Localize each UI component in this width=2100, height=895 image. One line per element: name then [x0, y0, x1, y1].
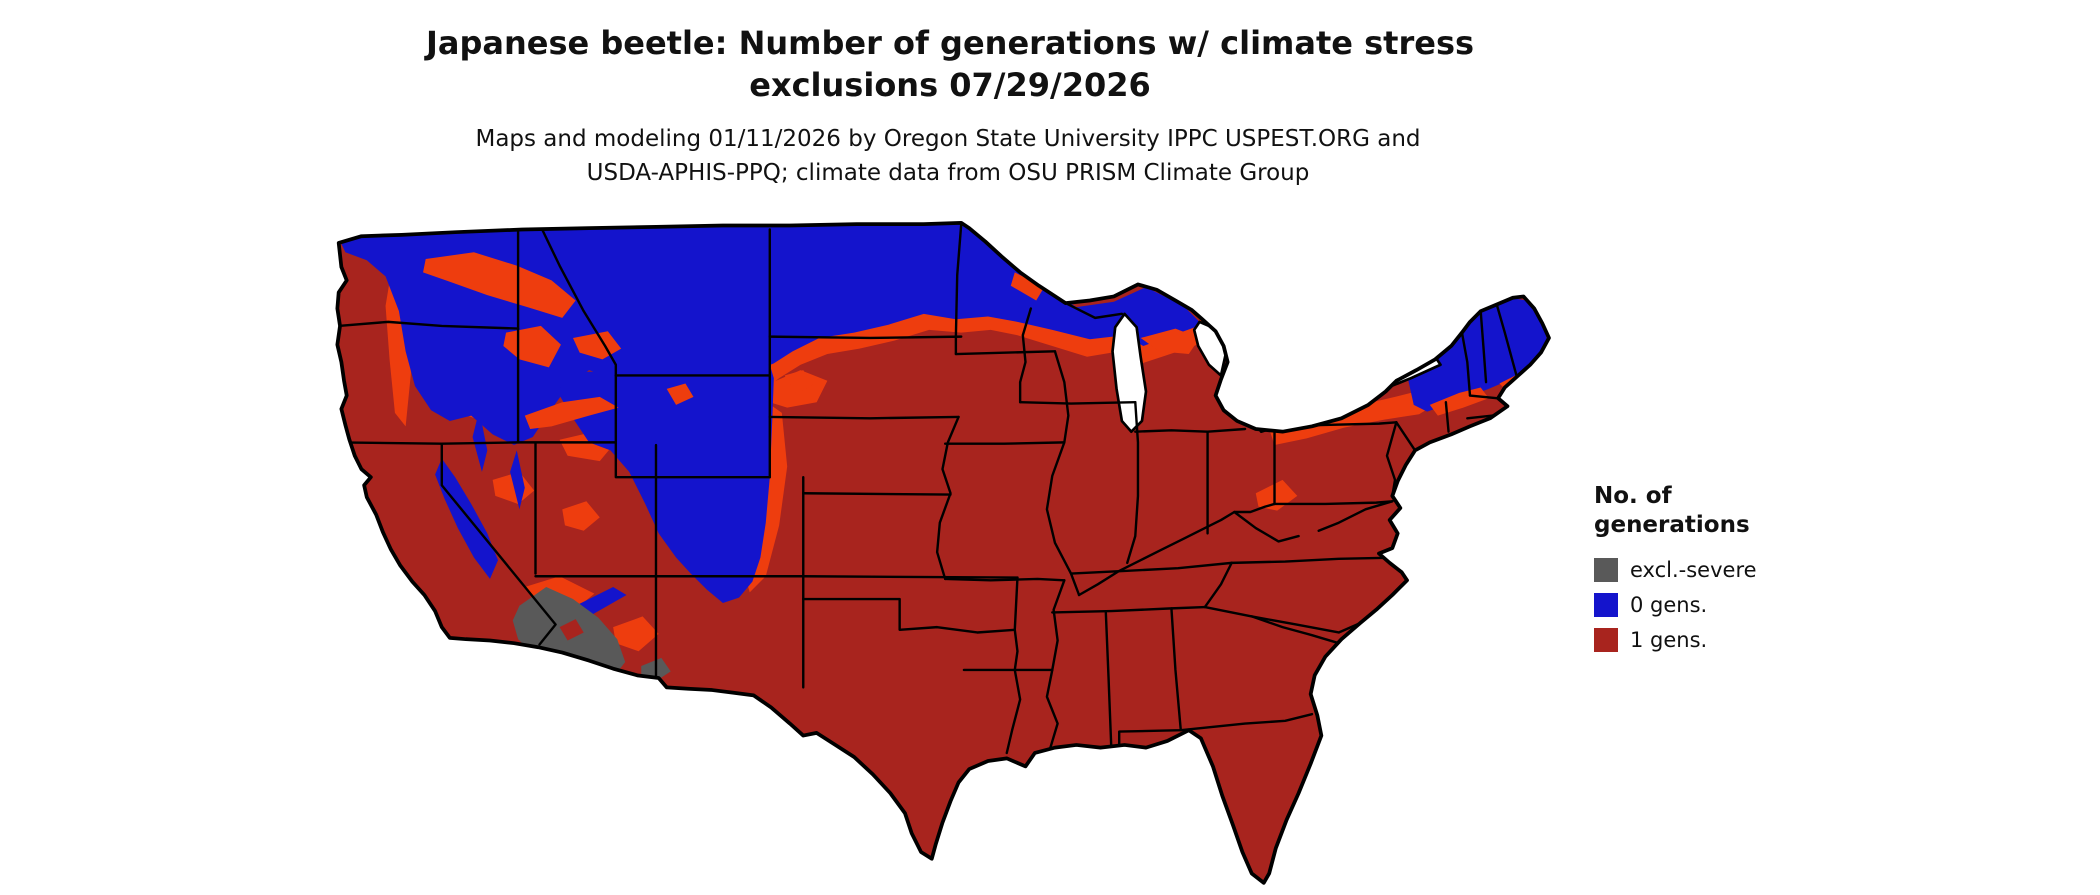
- legend: No. of generations excl.-severe 0 gens. …: [1594, 482, 1757, 657]
- one-gens-swatch: [1594, 627, 1618, 652]
- zero-gens-swatch: [1594, 592, 1618, 617]
- excl-severe-label: excl.-severe: [1630, 557, 1757, 582]
- figure-subtitle-line1: Maps and modeling 01/11/2026 by Oregon S…: [475, 126, 1421, 152]
- one-gens-label: 1 gens.: [1630, 627, 1708, 652]
- us-outline: [335, 220, 1551, 885]
- legend-item-excl-severe: excl.-severe: [1594, 552, 1757, 587]
- us-map: [335, 220, 1551, 885]
- us-map-container: [332, 212, 1557, 895]
- figure-title: Japanese beetle: Number of generations w…: [0, 22, 1900, 106]
- figure-subtitle: Maps and modeling 01/11/2026 by Oregon S…: [0, 122, 1896, 190]
- figure-title-line1: Japanese beetle: Number of generations w…: [425, 24, 1475, 62]
- figure-title-line2: exclusions 07/29/2026: [749, 66, 1151, 104]
- zone-1-generation-speckle: [559, 619, 584, 641]
- legend-items: excl.-severe 0 gens. 1 gens.: [1594, 552, 1757, 657]
- legend-item-1-gens: 1 gens.: [1594, 622, 1757, 657]
- legend-title-line1: No. of: [1594, 483, 1672, 509]
- legend-item-0-gens: 0 gens.: [1594, 587, 1757, 622]
- zone-0-generations: [337, 222, 1548, 617]
- legend-title-line2: generations: [1594, 512, 1750, 538]
- zero-gens-label: 0 gens.: [1630, 592, 1708, 617]
- figure-subtitle-line2: USDA-APHIS-PPQ; climate data from OSU PR…: [586, 160, 1310, 186]
- legend-title: No. of generations: [1594, 482, 1757, 540]
- excl-severe-swatch: [1594, 557, 1618, 582]
